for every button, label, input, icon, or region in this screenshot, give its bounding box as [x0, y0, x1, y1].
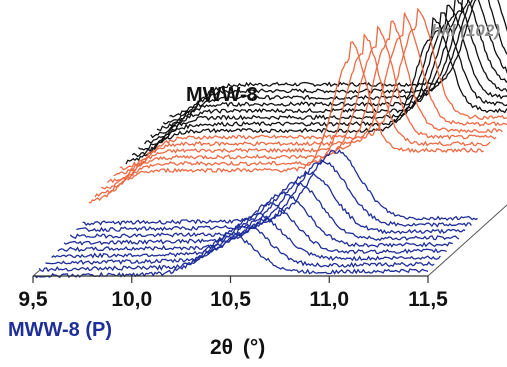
spectrum-curve	[51, 201, 447, 259]
x-axis-title: 2θ (°)	[210, 336, 265, 359]
spectrum-curve	[138, 4, 507, 151]
spectrum-curve	[156, 0, 507, 132]
series-label-mww8-p: MWW-8 (P)	[8, 319, 112, 341]
spectrum-curve	[94, 33, 491, 198]
spectrum-curve	[63, 180, 460, 246]
series-label-mww8: MWW-8	[186, 84, 258, 106]
left-depth-line	[32, 269, 41, 277]
spectrum-curve	[88, 41, 485, 204]
x-tick-label: 11,0	[309, 288, 349, 311]
spectrum-curve	[57, 190, 453, 253]
spectrum-curve	[119, 7, 507, 171]
spectra-curves	[32, 0, 507, 279]
x-tick-label: 11,5	[408, 288, 448, 311]
spectrum-curve	[125, 16, 507, 165]
spectrum-curve	[113, 12, 507, 177]
spectrum-curve	[150, 0, 507, 139]
x-axis-symbol: 2θ	[210, 336, 233, 359]
depth-axis-line	[427, 204, 507, 277]
spectrum-curve	[76, 160, 472, 233]
spectrum-curve	[38, 223, 435, 273]
spectrum-curve	[162, 0, 507, 125]
spectrum-curve	[106, 20, 503, 184]
spectrum-curve	[45, 212, 441, 265]
x-tick-label: 10,0	[111, 288, 152, 311]
x-tick-label: 10,5	[210, 288, 251, 311]
spectrum-curve	[131, 12, 507, 158]
spectrum-curve	[82, 149, 478, 226]
x-axis-unit: (°)	[243, 336, 265, 359]
annotation-hkl: hkl (102)	[431, 21, 500, 40]
x-tick-label: 9,5	[18, 288, 48, 311]
spectrum-curve	[100, 25, 497, 190]
x-ticks: 9,5 10,0 10,5 11,0 11,5	[18, 276, 448, 311]
spectrum-curve	[69, 170, 466, 240]
